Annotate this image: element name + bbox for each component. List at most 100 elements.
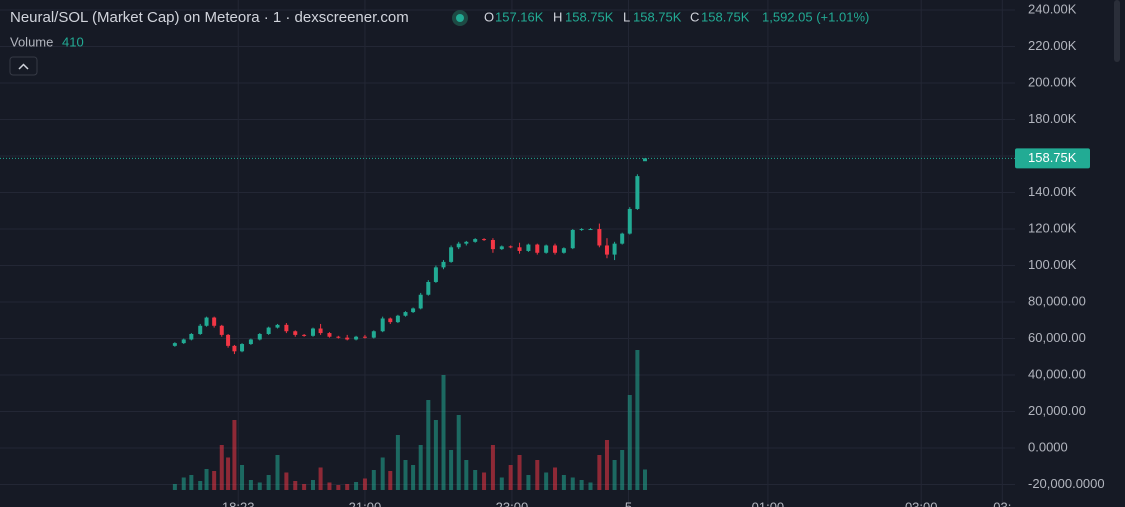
volume-bar: [371, 470, 376, 490]
legend-header: Neural/SOL (Market Cap) on Meteora · 1 ·…: [9, 9, 869, 76]
candle-body: [517, 247, 522, 251]
candle-body: [482, 239, 487, 241]
volume-bar: [318, 467, 323, 490]
volume-bar: [508, 465, 513, 490]
collapse-button[interactable]: [9, 56, 38, 76]
volume-bar: [473, 470, 478, 490]
candle-body: [403, 312, 408, 316]
x-tick-label: 21:00: [349, 499, 382, 507]
volume-bar: [612, 460, 617, 490]
volume-layer: [172, 350, 647, 490]
scrollbar: [1114, 0, 1120, 62]
candle-body: [380, 318, 385, 332]
volume-bar: [232, 420, 237, 490]
x-tick-label: 03:00: [905, 499, 938, 507]
volume-bar: [327, 482, 332, 490]
ohlc-value: 157.16K: [495, 9, 544, 24]
volume-bar: [336, 485, 341, 490]
ohlc-value: 158.75K: [633, 9, 682, 24]
status-dot: [456, 14, 464, 22]
y-tick-label: 180.00K: [1028, 111, 1077, 126]
volume-label: Volume: [10, 34, 53, 49]
candle-body: [388, 318, 393, 323]
volume-bar: [627, 395, 632, 490]
volume-bar: [284, 472, 289, 490]
volume-bar: [266, 475, 271, 490]
volume-bar: [248, 480, 253, 490]
candle-body: [597, 229, 602, 246]
volume-bar: [302, 484, 307, 490]
volume-bar: [426, 400, 431, 490]
candle-body: [395, 315, 400, 323]
volume-bar: [380, 457, 385, 490]
volume-bar: [579, 480, 584, 490]
price-layer: [0, 157, 1015, 355]
y-tick-label: 240.00K: [1028, 1, 1077, 16]
candle-body: [354, 336, 359, 340]
candle-body: [570, 229, 575, 249]
candle-body: [473, 239, 478, 242]
candle-body: [172, 343, 177, 346]
volume-bar: [240, 465, 245, 490]
volume-bar: [517, 455, 522, 490]
candle-body: [318, 328, 323, 334]
grid: [0, 0, 1015, 507]
ohlc-value: 158.75K: [701, 9, 750, 24]
ohlc-key: H: [553, 9, 562, 24]
candle-body: [433, 267, 438, 282]
candle-body: [561, 248, 566, 253]
candle-body: [198, 325, 203, 334]
y-tick-label: 100.00K: [1028, 257, 1077, 272]
candle-body: [604, 245, 609, 255]
volume-bar: [499, 477, 504, 490]
candle-body: [627, 208, 632, 234]
candle-body: [310, 328, 315, 336]
volume-bar: [570, 477, 575, 490]
candle-body: [327, 333, 332, 337]
volume-bar: [362, 478, 367, 490]
x-tick-label: 5: [625, 499, 632, 507]
volume-bar: [257, 482, 262, 490]
candle-body: [579, 229, 584, 231]
last-price-label: 158.75K: [1028, 150, 1077, 165]
volume-bar: [597, 455, 602, 490]
volume-bar: [388, 471, 393, 490]
candle-body: [588, 229, 593, 231]
candle-body: [490, 239, 495, 250]
volume-bar: [418, 445, 423, 490]
x-tick-label: 03:: [993, 499, 1011, 507]
price-axis: 240.00K220.00K200.00K180.00K160.00K140.0…: [222, 1, 1105, 507]
volume-bar: [620, 450, 625, 490]
candle-body: [456, 243, 461, 248]
volume-bar: [604, 440, 609, 490]
volume-bar: [456, 415, 461, 490]
volume-bar: [433, 420, 438, 490]
candle-body: [526, 244, 531, 251]
volume-bar: [403, 460, 408, 490]
volume-bar: [395, 435, 400, 490]
ohlc-key: O: [484, 9, 494, 24]
volume-bar: [411, 465, 416, 490]
volume-bar: [345, 484, 350, 490]
candle-body: [426, 281, 431, 295]
volume-bar: [293, 481, 298, 490]
x-tick-label: 23:00: [496, 499, 529, 507]
y-tick-label: 200.00K: [1028, 74, 1077, 89]
volume-bar: [490, 445, 495, 490]
candle-body: [362, 336, 367, 338]
candle-body: [336, 336, 341, 338]
candle-body: [418, 294, 423, 309]
volume-bar: [553, 467, 558, 490]
y-tick-label: 80,000.00: [1028, 293, 1086, 308]
volume-bar: [310, 480, 315, 490]
candle-body: [302, 334, 307, 336]
candle-body: [240, 344, 245, 352]
volume-bar: [212, 471, 217, 490]
volume-bar: [449, 450, 454, 490]
candle-body: [620, 233, 625, 244]
volume-bar: [189, 475, 194, 490]
candle-body: [441, 261, 446, 268]
